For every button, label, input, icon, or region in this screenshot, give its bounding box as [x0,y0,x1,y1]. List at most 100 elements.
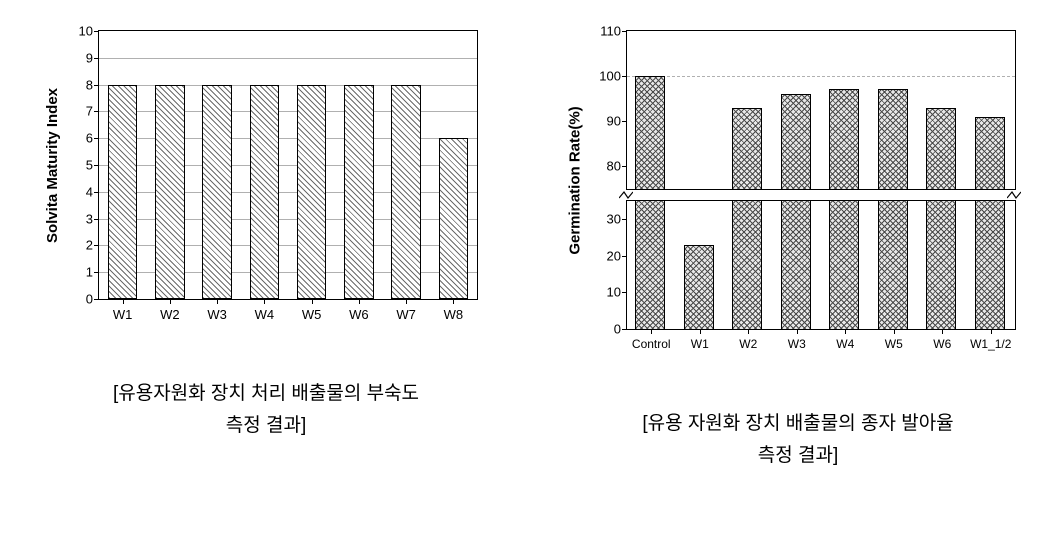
chart1-y-tick-label: 6 [69,131,93,146]
chart1-y-tick-mark [94,272,99,273]
chart1-y-tick-label: 4 [69,184,93,199]
chart2-y-axis-label: Germination Rate(%) [564,20,586,340]
chart1-x-tick-label: W5 [302,307,322,322]
chart2-y-tick-label: 10 [591,285,621,300]
chart1-x-tick-mark [123,299,124,304]
chart2-bar-lower [781,200,811,330]
chart2-x-tick-label: W1_1/2 [970,337,1011,351]
chart1-x-tick-mark [406,299,407,304]
chart2-bar-upper [975,117,1005,190]
chart1-y-tick-mark [94,165,99,166]
chart-solvita-maturity: Solvita Maturity Index 012345678910W1W2W… [36,20,496,350]
chart1-y-tick-label: 3 [69,211,93,226]
chart1-bar [344,85,373,299]
chart2-x-tick-label: Control [632,337,671,351]
chart2-y-tick-label: 30 [591,212,621,227]
chart1-gridline [99,58,477,59]
chart1-x-tick-label: W4 [255,307,275,322]
chart1-y-tick-label: 10 [69,24,93,39]
chart2-plot-area: 8090100110 0102030ControlW1W2W3W4W5W6W1_… [626,30,1016,330]
chart2-y-axis-label-text: Germination Rate(%) [567,106,584,254]
left-panel: Solvita Maturity Index 012345678910W1W2W… [0,0,532,539]
chart1-bar [250,85,279,299]
chart1-y-tick-mark [94,111,99,112]
chart2-x-tick-label: W2 [739,337,757,351]
chart2-bar-lower [635,200,665,330]
chart1-y-tick-mark [94,31,99,32]
chart1-y-tick-mark [94,58,99,59]
right-panel: Germination Rate(%) 8090100110 0102030Co… [532,0,1064,539]
chart1-y-tick-mark [94,192,99,193]
chart2-gridline-100 [627,76,1015,77]
chart2-bar-upper [781,94,811,190]
chart1-y-tick-mark [94,299,99,300]
chart1-y-tick-label: 9 [69,50,93,65]
chart1-x-tick-label: W7 [396,307,416,322]
chart2-bar-upper [635,76,665,190]
chart2-bar-upper [926,108,956,190]
chart2-x-tick-label: W4 [836,337,854,351]
chart2-y-tick-mark [622,219,627,220]
page: Solvita Maturity Index 012345678910W1W2W… [0,0,1064,539]
chart2-bar-lower [975,200,1005,330]
chart2-bar-upper [732,108,762,190]
chart2-y-tick-label: 110 [591,24,621,39]
chart2-bar-lower [926,200,956,330]
chart2-bar-lower [732,200,762,330]
chart1-plot-area: 012345678910W1W2W3W4W5W6W7W8 [98,30,478,300]
chart2-bar-lower [684,245,714,330]
chart1-x-tick-label: W6 [349,307,369,322]
chart1-bar [202,85,231,299]
chart1-y-tick-label: 5 [69,158,93,173]
chart1-x-tick-mark [170,299,171,304]
chart1-y-axis-label-text: Solvita Maturity Index [45,87,62,242]
chart2-y-tick-mark [622,31,627,32]
chart2-y-tick-label: 20 [591,248,621,263]
chart2-y-tick-mark [622,292,627,293]
chart1-y-tick-mark [94,138,99,139]
chart1-bar [391,85,420,299]
chart1-bar [155,85,184,299]
chart2-bar-lower [878,200,908,330]
left-caption: [유용자원화 장치 처리 배출물의 부숙도 측정 결과] [113,378,419,443]
chart2-y-tick-mark [622,329,627,330]
chart1-x-tick-mark [312,299,313,304]
left-caption-line2: 측정 결과] [113,410,419,442]
chart1-y-tick-label: 8 [69,77,93,92]
chart2-bar-upper [878,89,908,190]
right-caption-line1: [유용 자원화 장치 배출물의 종자 발아율 [642,408,953,440]
axis-break-icon [619,190,633,200]
chart1-x-tick-mark [217,299,218,304]
chart1-x-tick-mark [359,299,360,304]
chart1-x-tick-mark [453,299,454,304]
right-caption-line2: 측정 결과] [642,440,953,472]
chart2-bar-lower [829,200,859,330]
chart1-x-tick-label: W3 [207,307,227,322]
chart1-x-tick-label: W8 [444,307,464,322]
chart1-y-tick-label: 2 [69,238,93,253]
chart2-x-tick-label: W1 [691,337,709,351]
chart2-x-tick-label: W5 [885,337,903,351]
chart1-x-tick-label: W1 [113,307,133,322]
chart1-x-tick-label: W2 [160,307,180,322]
left-caption-line1: [유용자원화 장치 처리 배출물의 부숙도 [113,378,419,410]
chart1-bar [108,85,137,299]
chart2-y-tick-mark [622,166,627,167]
chart2-y-tick-label: 0 [591,322,621,337]
chart2-y-tick-mark [622,121,627,122]
chart1-y-tick-label: 1 [69,265,93,280]
chart1-y-axis-label: Solvita Maturity Index [42,20,64,310]
chart2-upper-axis: 8090100110 [626,30,1016,190]
chart2-x-tick-label: W6 [933,337,951,351]
chart2-y-tick-label: 80 [591,159,621,174]
chart2-y-tick-label: 100 [591,69,621,84]
chart2-x-tick-label: W3 [788,337,806,351]
chart1-y-tick-label: 7 [69,104,93,119]
chart2-y-tick-label: 90 [591,114,621,129]
axis-break-icon [1007,190,1021,200]
chart1-bar [439,138,468,299]
chart1-y-tick-mark [94,219,99,220]
chart1-y-tick-mark [94,245,99,246]
chart2-y-tick-mark [622,256,627,257]
chart1-bar [297,85,326,299]
